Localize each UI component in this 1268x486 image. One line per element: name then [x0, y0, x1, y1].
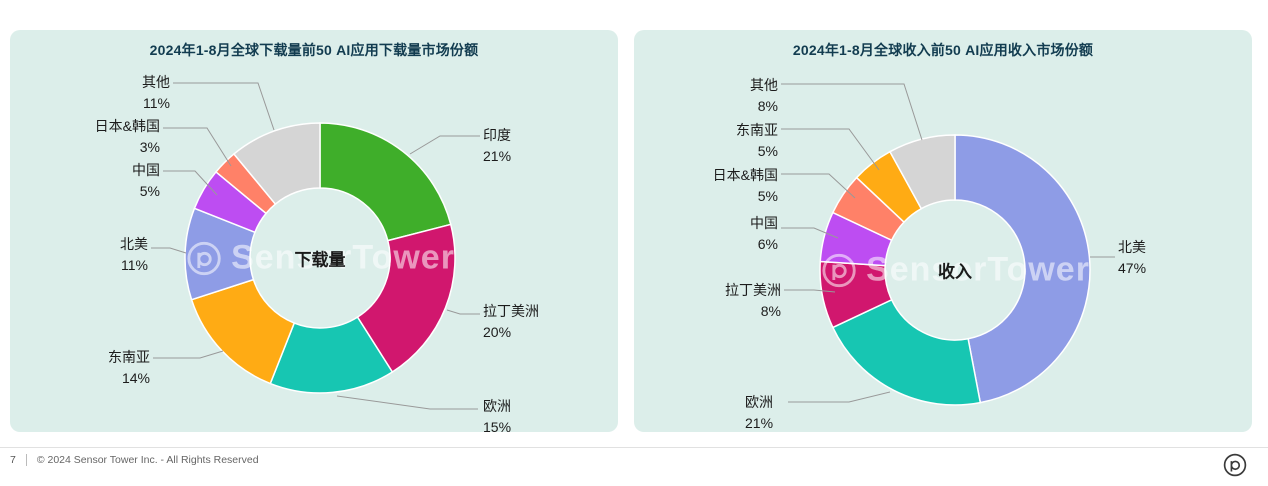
donut-slice: [888, 134, 956, 210]
leader-line: [781, 83, 923, 141]
downloads-center-label: 下载量: [294, 250, 346, 270]
slice-label-china: 中国 5%: [132, 162, 160, 199]
revenue-center-label: 收入: [938, 262, 972, 282]
donut-slice: [232, 122, 321, 206]
slice-label-china: 中国 6%: [750, 215, 778, 252]
leader-line: [336, 395, 478, 410]
leader-line: [788, 391, 891, 403]
leader-line: [781, 227, 839, 239]
page-number: 7: [10, 454, 16, 466]
slice-label-north-america: 北美 47%: [1118, 239, 1147, 276]
slice-label-japan-korea: 日本&韩国 5%: [712, 167, 778, 204]
footer-divider-line: [0, 447, 1268, 448]
slice-label-latin-america: 拉丁美洲 8%: [725, 282, 781, 319]
leader-line: [151, 247, 187, 254]
downloads-chart-title: 2024年1-8月全球下载量前50 AI应用下载量市场份额: [149, 42, 479, 58]
donut-slice: [831, 298, 982, 406]
slice-label-north-america: 北美 11%: [120, 236, 148, 273]
slice-label-latin-america: 拉丁美洲 20%: [483, 303, 539, 340]
leader-line: [163, 170, 218, 196]
leader-line: [781, 128, 880, 171]
downloads-chart-panel: 2024年1-8月全球下载量前50 AI应用下载量市场份额 SensorTowe…: [10, 30, 618, 435]
donut-slice: [356, 223, 456, 374]
slice-label-other: 其他 8%: [750, 77, 778, 114]
slice-label-japan-korea: 日本&韩国 3%: [94, 118, 160, 155]
slice-label-europe: 欧洲 21%: [745, 394, 774, 431]
slice-label-other: 其他 11%: [142, 74, 170, 111]
revenue-chart-title: 2024年1-8月全球收入前50 AI应用收入市场份额: [792, 42, 1094, 58]
leader-line: [446, 309, 480, 315]
slice-label-india: 印度 21%: [483, 127, 512, 164]
leader-line: [784, 289, 836, 293]
leader-line: [409, 135, 480, 155]
sensor-tower-logo-icon: [1222, 452, 1248, 478]
slice-label-southeast-asia: 东南亚 5%: [736, 122, 778, 159]
downloads-leader-lines: [151, 82, 480, 410]
revenue-chart-panel: 2024年1-8月全球收入前50 AI应用收入市场份额 SensorTower …: [634, 30, 1252, 432]
leader-line: [173, 82, 275, 131]
leader-line: [163, 127, 232, 167]
revenue-leader-lines: [781, 83, 1115, 403]
footer: 7 © 2024 Sensor Tower Inc. - All Rights …: [10, 454, 259, 466]
slice-label-southeast-asia: 东南亚 14%: [108, 349, 150, 386]
donut-slice: [319, 122, 452, 242]
copyright-text: © 2024 Sensor Tower Inc. - All Rights Re…: [25, 454, 259, 466]
leader-line: [153, 350, 224, 359]
donut-slice: [954, 134, 1091, 404]
slice-label-europe: 欧洲 15%: [483, 398, 512, 435]
leader-line: [781, 173, 856, 199]
